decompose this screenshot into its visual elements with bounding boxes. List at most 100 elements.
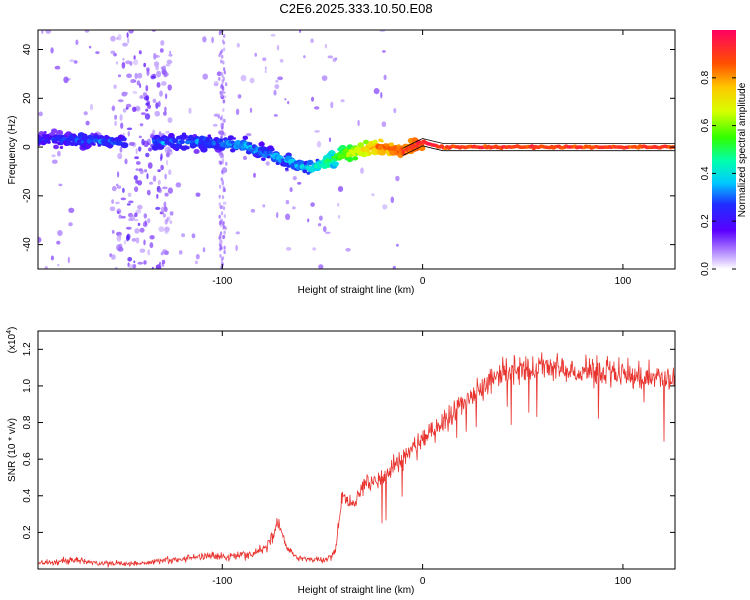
y-tick-label: 20 <box>22 92 33 104</box>
spectrogram-noise-cell <box>312 247 317 251</box>
spectrogram-noise-cell <box>380 92 383 99</box>
snr-scale-close: ) <box>7 327 18 330</box>
spectrogram-noise-cell <box>158 131 162 137</box>
spectrogram-noise-cell <box>144 169 148 173</box>
spectrogram-noise-cell <box>117 99 124 103</box>
spectrogram-noise-cell <box>223 188 226 192</box>
spectrogram-ridge-cell <box>46 140 51 144</box>
spectrogram-noise-cell <box>133 260 136 264</box>
spectrogram-noise-cell <box>132 90 138 94</box>
spectrogram-noise-cell <box>148 147 152 152</box>
spectrogram-noise-cell <box>382 50 386 53</box>
spectrogram-ridge-cell <box>171 138 179 144</box>
spectrogram-noise-cell <box>138 135 142 139</box>
spectrogram-noise-cell <box>134 212 138 218</box>
spectrogram-noise-cell <box>147 104 152 109</box>
spectrogram-ridge-cell <box>352 156 359 161</box>
y-tick-label: 1.2 <box>22 342 33 356</box>
spectrogram-noise-cell <box>162 186 168 190</box>
spectrogram-noise-cell <box>289 187 293 193</box>
spectrogram-noise-cell <box>222 47 226 52</box>
spectrogram-noise-cell <box>330 101 334 109</box>
spectrogram-ridge-cell <box>220 138 224 142</box>
spectrogram-noise-cell <box>285 199 290 205</box>
spectrogram-noise-cell <box>357 119 360 127</box>
y-tick-label: 0.4 <box>22 488 33 502</box>
spectrogram-frame <box>37 29 676 270</box>
spectrogram-noise-cell <box>126 127 133 131</box>
spectrogram-ridge-cell <box>193 149 200 154</box>
spectrogram-x-ticks: -100 0 100 <box>212 30 632 287</box>
spectrogram-noise-cell <box>169 50 172 55</box>
spectrogram-noise-cell <box>221 154 224 159</box>
spectrogram-noise-cell <box>223 118 226 123</box>
colorbar: 0.0 0.2 0.4 0.6 0.8 Normalized spectral ampl… <box>700 30 748 276</box>
spectrogram-noise-cell <box>163 111 167 116</box>
spectrogram-noise-cell <box>222 99 226 104</box>
spectrogram-noise-cell <box>167 117 173 123</box>
spectrogram-ridge-cell <box>207 134 212 138</box>
spectrogram-noise-cell <box>262 57 267 61</box>
spectrogram-noise-cell <box>135 161 141 165</box>
spectrogram-noise-cell <box>147 218 151 224</box>
x-tick-label: 100 <box>615 276 632 287</box>
spectrogram-noise-cell <box>122 57 125 61</box>
spectrogram-ridge-cell <box>261 157 266 162</box>
spectrogram-noise-cell <box>164 192 169 197</box>
spectrogram-noise-cell <box>143 213 148 219</box>
spectrogram-noise-cell <box>116 244 122 251</box>
spectrogram-ridge-cell <box>122 137 127 142</box>
spectrogram-noise-cell <box>149 181 154 185</box>
spectrogram-x-label: Height of straight line (km) <box>298 285 415 296</box>
spectrogram-ridge-cell <box>371 145 376 149</box>
spectrogram-noise-cell <box>167 84 172 91</box>
spectrogram-noise-cell <box>220 59 223 64</box>
spectrogram-noise-cell <box>155 102 159 109</box>
spectrogram-noise-cell <box>54 65 61 70</box>
spectrogram-noise-cell <box>137 204 143 210</box>
spectrogram-noise-cell <box>270 33 276 37</box>
spectrogram-noise-cell <box>89 103 94 111</box>
spectrogram-ridge-edge <box>402 145 675 156</box>
spectrogram-noise-cell <box>132 106 137 113</box>
colorbar-tick-label: 0.4 <box>700 166 711 180</box>
spectrogram-noise-cell <box>134 218 139 222</box>
spectrogram-noise-cell <box>303 55 306 59</box>
spectrogram-noise-cell <box>221 131 225 136</box>
spectrogram-noise-cell <box>121 61 126 69</box>
spectrogram-noise-cell <box>57 263 60 267</box>
snr-scale-prefix: (x10 <box>7 333 18 353</box>
spectrogram-noise-cell <box>160 40 165 46</box>
spectrogram-ridge-cell <box>56 129 64 136</box>
spectrogram-noise-cell <box>218 214 221 219</box>
spectrogram-noise-cell <box>219 154 223 159</box>
spectrogram-noise-cell <box>181 233 186 238</box>
spectrogram-noise-cell <box>119 114 123 121</box>
spectrogram-panel: -100 0 100 -40 -20 0 20 40 Height of straight … <box>7 29 676 296</box>
spectrogram-noise-cell <box>165 152 170 158</box>
spectrogram-noise-cell <box>117 152 123 160</box>
spectrogram-noise-cell <box>50 255 55 261</box>
spectrogram-ridge-cell <box>43 131 47 134</box>
spectrogram-noise-cell <box>311 96 314 102</box>
spectrogram-noise-cell <box>262 204 266 208</box>
spectrogram-noise-cell <box>83 111 88 116</box>
spectrogram-noise-cell <box>144 113 151 120</box>
spectrogram-noise-cell <box>135 209 142 214</box>
spectrogram-noise-cell <box>162 213 166 218</box>
x-tick-label: 0 <box>420 576 426 587</box>
spectrogram-ridge-cell <box>270 147 275 152</box>
spectrogram-noise-cell <box>115 61 118 65</box>
spectrogram-noise-cell <box>235 231 240 235</box>
spectrogram-noise-cell <box>135 148 138 155</box>
spectrogram-noise-cell <box>85 120 90 126</box>
spectrogram-noise-cell <box>221 54 224 59</box>
spectrogram-noise-cell <box>223 132 226 137</box>
spectrogram-noise-cell <box>126 32 129 38</box>
spectrogram-noise-cell <box>120 197 127 201</box>
spectrogram-noise-cell <box>124 158 128 165</box>
spectrogram-noise-cell <box>390 196 395 204</box>
spectrogram-noise-cell <box>141 138 145 146</box>
spectrogram-noise-cell <box>327 55 334 59</box>
colorbar-label: Normalized spectral amplitude <box>737 82 748 217</box>
